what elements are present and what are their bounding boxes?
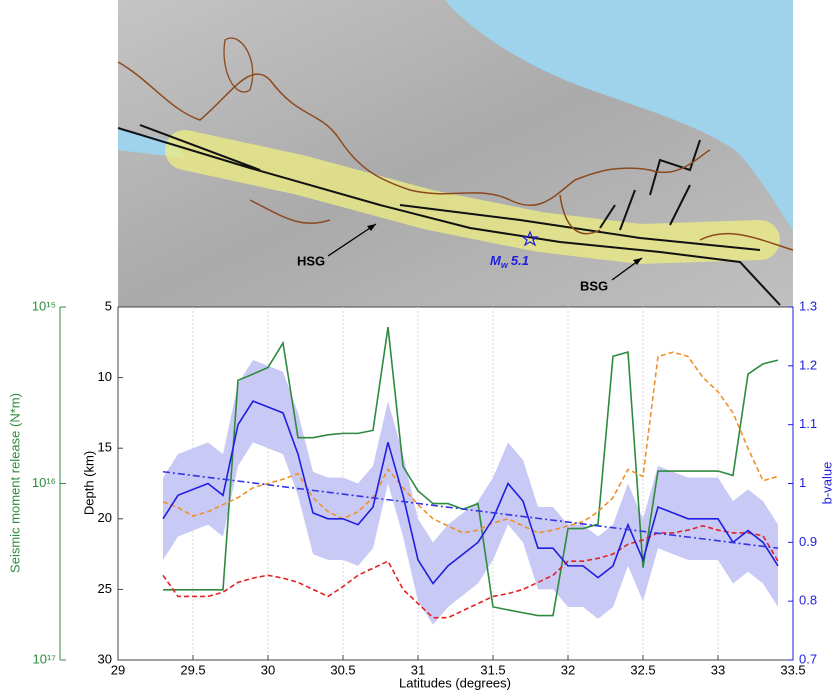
y-tick-label: 15 [98,440,112,455]
figure: Mw5.1 HSG BSG 2929.53030.53131.53232.533… [0,0,840,693]
y2-tick-label: 0.9 [799,534,817,549]
y-tick-label: 5 [105,298,112,313]
y2-tick-label: 1.1 [799,416,817,431]
hsg-label: HSG [297,253,325,268]
y2-axis-label: b-value [819,462,834,505]
y3-tick-label: 10¹⁵ [32,298,56,313]
x-tick-label: 30 [261,662,275,677]
x-tick-label: 30.5 [330,662,355,677]
y2-tick-label: 0.7 [799,651,817,666]
x-tick-label: 33 [711,662,725,677]
y2-tick-label: 1 [799,475,806,490]
y-tick-label: 25 [98,581,112,596]
y2-tick-label: 1.3 [799,298,817,313]
x-tick-label: 29 [111,662,125,677]
x-axis-label: Latitudes (degrees) [399,675,511,690]
y-tick-label: 30 [98,651,112,666]
y-axis-label: Depth (km) [81,451,96,515]
y2-tick-label: 1.2 [799,357,817,372]
bsg-label: BSG [580,278,608,293]
y-tick-label: 20 [98,510,112,525]
x-tick-label: 29.5 [180,662,205,677]
y3-axis-label: Seismic moment release (N*m) [7,393,22,573]
x-tick-label: 32.5 [630,662,655,677]
x-tick-label: 32 [561,662,575,677]
y3-tick-label: 10¹⁶ [32,475,56,490]
y3-tick-label: 10¹⁷ [33,651,57,666]
y-tick-label: 10 [98,369,112,384]
y2-tick-label: 0.8 [799,593,817,608]
